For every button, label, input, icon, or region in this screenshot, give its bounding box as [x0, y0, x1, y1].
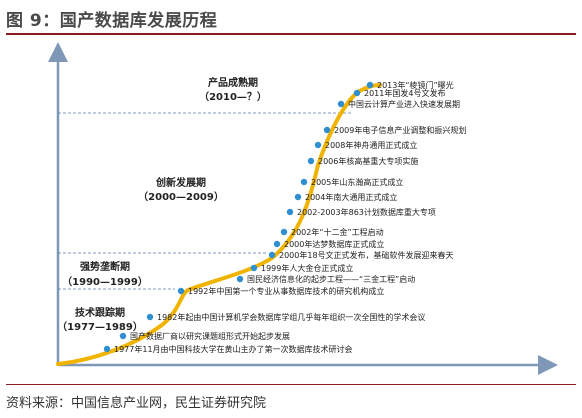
- event-label: 2005年山东瀚高正式成立: [311, 177, 403, 187]
- phase-label-monopoly: 强势垄断期 （1990—1999）: [62, 260, 148, 288]
- event-label: 2000年达梦数据库正式成立: [284, 239, 384, 249]
- figure-title: 图 9：国产数据库发展历程: [6, 11, 218, 31]
- event-item: 1982年起由中国计算机学会数据库学组几乎每年组织一次全国性的学术会议: [146, 312, 425, 322]
- event-items: 1977年11月由中国科技大学在黄山主办了第一次数据库技术研讨会 国产数据厂商以…: [103, 80, 466, 354]
- event-label: 2013年“棱镜门”曝光: [377, 80, 454, 90]
- event-label: 2011年国发4号文发布: [364, 88, 445, 98]
- phase-label-mature: 产品成熟期 （2010—？）: [199, 76, 267, 103]
- event-dot: [273, 240, 281, 248]
- source-note: 资料来源：中国信息产业网，民生证券研究院: [6, 396, 267, 411]
- event-item: 2004年南大通用正式成立: [294, 192, 397, 202]
- title-underline: [6, 33, 576, 35]
- event-label: 中国云计算产业进入快速发展期: [348, 99, 460, 109]
- phase-name: 创新发展期: [155, 176, 206, 189]
- event-dot: [353, 89, 361, 97]
- event-label: 2002-2003年863计划数据库重大专项: [297, 207, 436, 217]
- event-label: 1999年人大金仓正式成立: [261, 263, 353, 273]
- event-dot: [146, 313, 154, 321]
- phase-label-innovation: 创新发展期 （2000—2009）: [138, 176, 224, 203]
- event-dot: [337, 100, 345, 108]
- event-dot: [280, 228, 288, 236]
- phase-name: 强势垄断期: [80, 260, 130, 273]
- event-dot: [268, 251, 276, 259]
- phase-years: （1990—1999）: [62, 275, 148, 288]
- event-item: 1977年11月由中国科技大学在黄山主办了第一次数据库技术研讨会: [103, 344, 353, 354]
- event-item: 国产数据厂商以研究课题组形式开始起步发展: [119, 331, 290, 341]
- event-label: 2004年南大通用正式成立: [305, 192, 397, 202]
- event-label: 国产数据厂商以研究课题组形式开始起步发展: [130, 331, 290, 341]
- event-item: 1999年人大金仓正式成立: [250, 263, 353, 273]
- event-item: 2009年电子信息产业调整和振兴规划: [323, 125, 466, 135]
- event-item: 2006年核高基重大专项实施: [307, 156, 418, 166]
- event-dot: [177, 287, 185, 295]
- event-label: 1977年11月由中国科技大学在黄山主办了第一次数据库技术研讨会: [114, 344, 353, 354]
- event-label: 国民经济信息化的起步工程——“三金工程”启动: [247, 274, 415, 284]
- phase-name: 技术跟踪期: [75, 306, 125, 319]
- event-label: 1982年起由中国计算机学会数据库学组几乎每年组织一次全国性的学术会议: [157, 312, 425, 322]
- event-dot: [236, 275, 244, 283]
- phase-name: 产品成熟期: [208, 76, 258, 89]
- phase-label-tracking: 技术跟踪期 （1977—1989）: [57, 306, 143, 333]
- event-dot: [103, 345, 111, 353]
- event-dot: [300, 178, 308, 186]
- event-dot: [314, 141, 322, 149]
- event-label: 2000年18号文正式发布，基础软件发展迎来春天: [279, 250, 454, 260]
- event-item: 2002年“十二金”工程启动: [280, 227, 384, 237]
- event-label: 2006年核高基重大专项实施: [318, 156, 418, 166]
- event-dot: [294, 193, 302, 201]
- event-label: 1992年中国第一个专业从事数据库技术的研究机构成立: [188, 286, 384, 296]
- event-item: 1992年中国第一个专业从事数据库技术的研究机构成立: [177, 286, 384, 296]
- event-dot: [119, 332, 127, 340]
- event-dot: [250, 264, 258, 272]
- event-item: 2008年神舟通用正式成立: [314, 140, 417, 150]
- source-divider: [6, 384, 576, 385]
- event-item: 2000年达梦数据库正式成立: [273, 239, 384, 249]
- event-item: 国民经济信息化的起步工程——“三金工程”启动: [236, 274, 415, 284]
- event-item: 2002-2003年863计划数据库重大专项: [286, 207, 436, 217]
- event-dot: [307, 157, 315, 165]
- event-dot: [366, 81, 374, 89]
- event-item: 2005年山东瀚高正式成立: [300, 177, 403, 187]
- event-label: 2009年电子信息产业调整和振兴规划: [334, 125, 466, 135]
- event-item: 2013年“棱镜门”曝光: [366, 80, 454, 90]
- event-dot: [286, 208, 294, 216]
- phase-years: （2010—？）: [199, 90, 267, 103]
- phase-years: （2000—2009）: [138, 190, 224, 203]
- event-dot: [323, 126, 331, 134]
- phase-years: （1977—1989）: [57, 320, 143, 333]
- event-item: 2000年18号文正式发布，基础软件发展迎来春天: [268, 250, 454, 260]
- event-item: 2011年国发4号文发布: [353, 88, 445, 98]
- event-label: 2008年神舟通用正式成立: [325, 140, 417, 150]
- event-item: 中国云计算产业进入快速发展期: [337, 99, 460, 109]
- event-label: 2002年“十二金”工程启动: [291, 227, 384, 237]
